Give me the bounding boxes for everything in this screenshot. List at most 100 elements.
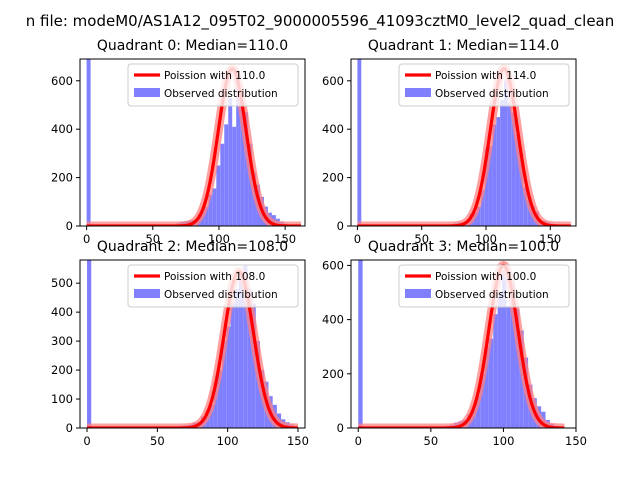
observed-bar xyxy=(209,404,214,428)
y-tick-label: 200 xyxy=(51,363,73,377)
poisson-curve xyxy=(356,67,572,226)
legend-box xyxy=(127,264,299,308)
quadrant-1-plot-area xyxy=(353,59,575,226)
observed-bar xyxy=(507,102,512,226)
x-tick-label: 50 xyxy=(424,434,439,448)
x-tick-label: 0 xyxy=(354,232,361,246)
quadrant-0-title: Quadrant 0: Median=110.0 xyxy=(97,38,288,54)
observed-bar xyxy=(213,381,218,428)
observed-bar xyxy=(515,308,520,428)
observed-bar xyxy=(511,112,516,226)
observed-bar xyxy=(224,124,229,226)
observed-bar xyxy=(484,148,489,226)
x-tick-label: 0 xyxy=(83,232,90,246)
y-tick-label: 0 xyxy=(66,421,73,435)
observed-bar xyxy=(475,395,481,428)
observed-bar xyxy=(222,341,227,428)
x-tick-label: 50 xyxy=(150,434,165,448)
y-tick-label: 600 xyxy=(322,258,344,272)
observed-bar xyxy=(488,146,493,226)
observed-bar xyxy=(248,143,253,226)
observed-bar xyxy=(519,153,524,226)
y-tick-label: 400 xyxy=(322,122,344,136)
observed-bar xyxy=(515,134,520,226)
observed-bar xyxy=(527,199,531,226)
observed-bar xyxy=(220,143,225,226)
observed-bar xyxy=(480,373,485,428)
observed-bar xyxy=(497,292,502,428)
poisson-curve xyxy=(85,67,302,226)
observed-bar xyxy=(480,189,485,226)
quadrant-0-axes-frame xyxy=(79,58,306,227)
x-tick-label: 0 xyxy=(83,434,90,448)
x-tick-label: 100 xyxy=(492,434,514,448)
observed-bar xyxy=(243,265,248,428)
observed-bar xyxy=(496,117,501,226)
y-tick-label: 400 xyxy=(322,313,344,327)
y-tick-label: 600 xyxy=(51,74,73,88)
quadrant-1-axes-frame xyxy=(350,58,577,227)
x-tick-label: 100 xyxy=(208,232,230,246)
observed-bar xyxy=(357,59,362,226)
y-tick-label: 400 xyxy=(51,122,73,136)
y-tick-label: 400 xyxy=(51,305,73,319)
quadrant-2-legend: Poission with 108.0 Observed distribution xyxy=(127,264,299,308)
observed-bar xyxy=(230,303,235,428)
quadrant-3-panel: 0 50 100 150 0 200 400 600 Quadrant 3: Median=10… xyxy=(322,239,587,448)
observed-bar xyxy=(477,206,481,226)
observed-bar xyxy=(504,80,508,226)
y-tick-label: 600 xyxy=(322,74,344,88)
legend-box xyxy=(127,63,299,107)
y-tick-label: 0 xyxy=(337,219,344,233)
quadrant-3-title: Quadrant 3: Median=100.0 xyxy=(368,239,559,255)
observed-bar xyxy=(523,187,528,226)
legend-bar-swatch xyxy=(405,289,431,298)
legend-box xyxy=(398,63,570,107)
observed-bar xyxy=(247,288,252,428)
y-tick-label: 200 xyxy=(322,171,344,185)
observed-bar xyxy=(217,370,223,428)
quadrant-3-axes-frame xyxy=(350,259,577,429)
x-tick-label: 150 xyxy=(274,232,296,246)
y-tick-label: 500 xyxy=(51,276,73,290)
quadrant-3-legend: Poission with 100.0 Observed distribution xyxy=(398,264,570,308)
observed-bar xyxy=(484,346,489,428)
observed-bar xyxy=(228,97,233,226)
legend-box xyxy=(398,264,570,308)
quadrant-2-panel: 0 50 100 150 0 100 200 300 400 500 Quadrant 2: Med… xyxy=(51,239,309,448)
legend-observed-label: Observed distribution xyxy=(435,289,549,301)
quadrant-1-title: Quadrant 1: Median=114.0 xyxy=(368,38,559,54)
observed-bar xyxy=(501,270,507,428)
x-tick-label: 100 xyxy=(475,232,497,246)
observed-bar xyxy=(236,73,241,226)
legend-bar-swatch xyxy=(134,289,160,298)
observed-bar xyxy=(240,100,245,226)
observed-bar xyxy=(510,281,516,428)
y-tick-label: 100 xyxy=(51,392,73,406)
observed-bar xyxy=(232,126,237,226)
x-tick-label: 150 xyxy=(539,232,561,246)
legend-poisson-label: Poission with 100.0 xyxy=(435,271,536,283)
legend-bar-swatch xyxy=(405,88,431,97)
observed-bar xyxy=(506,306,511,428)
quadrant-3-plot-area xyxy=(354,260,569,428)
observed-bar xyxy=(87,260,92,428)
quadrant-1-panel: 0 50 100 150 0 200 400 600 Quadrant 1: Median=11… xyxy=(322,38,577,246)
x-tick-label: 50 xyxy=(145,232,160,246)
legend-poisson-label: Poission with 114.0 xyxy=(435,70,536,82)
quadrant-2-title: Quadrant 2: Median=108.0 xyxy=(97,239,288,255)
y-tick-label: 0 xyxy=(66,219,73,233)
legend-bar-swatch xyxy=(134,88,160,97)
quadrant-0-legend: Poission with 110.0 Observed distribution xyxy=(127,63,299,107)
observed-bar xyxy=(492,124,497,226)
quadrant-2-plot-area xyxy=(83,260,302,428)
observed-bar xyxy=(358,260,363,428)
legend-observed-label: Observed distribution xyxy=(164,88,278,100)
poisson-curve xyxy=(357,263,566,428)
x-tick-label: 50 xyxy=(414,232,429,246)
legend-poisson-label: Poission with 110.0 xyxy=(164,70,265,82)
observed-bar xyxy=(238,280,244,428)
observed-bar xyxy=(204,206,209,226)
observed-bar xyxy=(226,326,231,428)
